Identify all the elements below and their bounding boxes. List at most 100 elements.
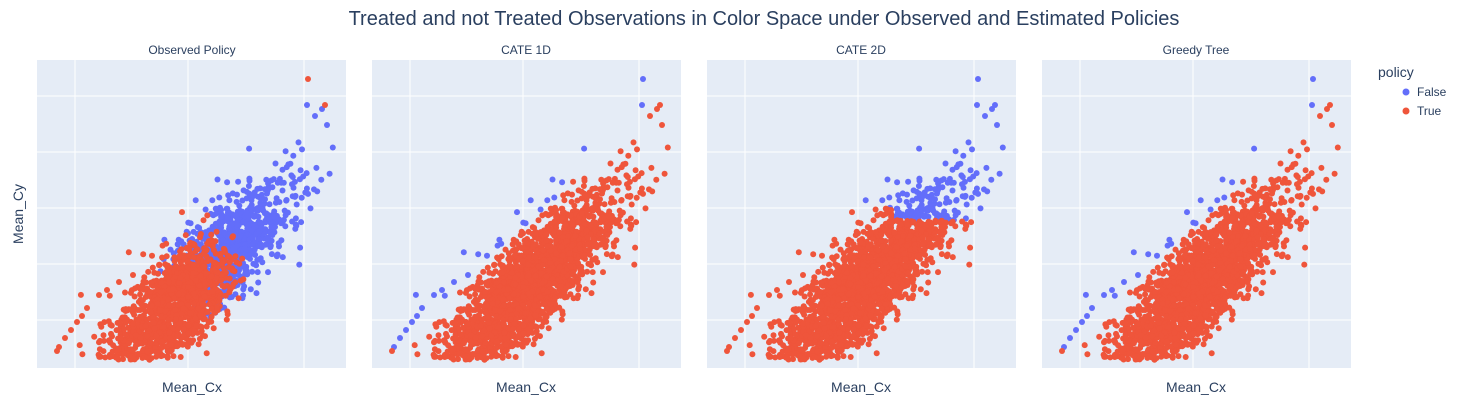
data-point xyxy=(246,252,253,259)
data-point xyxy=(633,219,640,226)
data-point xyxy=(267,242,274,249)
data-point xyxy=(62,335,68,341)
data-point xyxy=(896,197,903,204)
data-point xyxy=(481,327,487,334)
data-point xyxy=(522,310,529,317)
data-point xyxy=(508,269,515,276)
data-point xyxy=(924,205,931,212)
data-point xyxy=(747,291,754,298)
data-point xyxy=(419,305,425,311)
data-point xyxy=(102,354,109,361)
data-point xyxy=(515,305,522,312)
data-point xyxy=(171,258,178,265)
data-point xyxy=(166,329,173,336)
data-point xyxy=(303,170,310,177)
data-point xyxy=(254,205,261,212)
data-point xyxy=(513,316,520,322)
data-point xyxy=(171,295,177,302)
data-point xyxy=(484,252,490,259)
data-point xyxy=(84,305,90,311)
data-point xyxy=(543,231,550,238)
data-point xyxy=(206,301,213,308)
data-point xyxy=(435,332,442,339)
data-point xyxy=(180,332,187,339)
data-point xyxy=(147,339,154,346)
data-point xyxy=(137,286,144,293)
data-point xyxy=(527,315,534,322)
data-point xyxy=(258,191,265,198)
data-point xyxy=(473,301,480,308)
data-point xyxy=(276,199,283,205)
data-point xyxy=(212,210,219,217)
data-point xyxy=(807,291,814,298)
data-point xyxy=(329,144,336,151)
data-point xyxy=(165,316,171,323)
data-point xyxy=(155,270,161,277)
data-point xyxy=(318,176,325,183)
data-point xyxy=(661,170,668,177)
data-point xyxy=(282,212,289,219)
data-point xyxy=(240,286,247,293)
data-point xyxy=(131,293,138,300)
data-point xyxy=(950,179,957,186)
data-point xyxy=(557,283,564,290)
data-point xyxy=(163,268,170,275)
panel-1: Observed Policy Mean_Cx xyxy=(37,43,346,395)
data-point xyxy=(567,212,574,219)
data-point xyxy=(605,213,612,220)
data-point xyxy=(148,302,155,309)
data-point xyxy=(262,241,269,248)
data-point xyxy=(575,260,581,266)
data-point xyxy=(608,253,615,260)
data-point xyxy=(532,272,539,279)
data-point xyxy=(127,346,134,353)
data-point xyxy=(279,254,286,261)
data-point xyxy=(569,191,575,198)
data-point xyxy=(553,213,560,220)
data-point xyxy=(202,229,209,236)
data-point xyxy=(996,170,1003,177)
data-point xyxy=(467,332,474,339)
data-point xyxy=(216,218,223,225)
data-point xyxy=(235,295,242,302)
data-point xyxy=(172,306,179,313)
data-point xyxy=(592,241,599,248)
data-point xyxy=(955,161,962,168)
data-point xyxy=(79,313,85,319)
data-point xyxy=(140,278,147,285)
data-point xyxy=(116,279,122,285)
data-point xyxy=(106,354,113,360)
data-point xyxy=(176,253,183,260)
subplot-title-2: CATE 1D xyxy=(501,43,551,57)
data-point xyxy=(176,290,182,297)
data-point xyxy=(254,257,261,263)
data-point xyxy=(585,193,592,199)
data-point xyxy=(472,291,479,298)
data-point xyxy=(204,212,211,219)
data-point xyxy=(200,217,207,224)
data-point xyxy=(559,308,566,315)
data-point xyxy=(975,76,981,82)
data-point xyxy=(483,302,490,309)
data-point xyxy=(588,290,595,297)
data-point xyxy=(208,273,215,280)
data-point xyxy=(137,334,144,341)
data-point xyxy=(268,251,275,258)
data-point xyxy=(221,229,228,236)
data-point xyxy=(981,186,987,193)
data-point xyxy=(126,353,133,360)
data-point xyxy=(538,350,545,357)
data-point xyxy=(164,354,171,361)
data-point xyxy=(439,287,445,293)
data-point xyxy=(218,237,224,244)
data-point xyxy=(233,243,240,249)
data-point xyxy=(190,261,197,268)
data-point xyxy=(414,313,420,319)
data-point xyxy=(507,306,514,313)
data-point xyxy=(632,167,639,174)
data-point xyxy=(494,254,501,261)
data-point xyxy=(76,342,83,349)
data-point xyxy=(638,185,645,192)
data-point xyxy=(500,316,506,323)
data-point xyxy=(96,292,102,298)
